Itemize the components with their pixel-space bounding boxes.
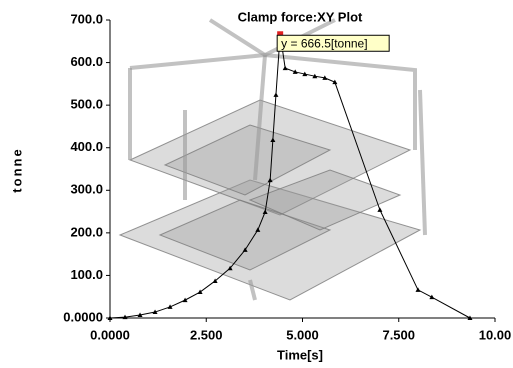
- y-tick-label: 100.0: [70, 267, 103, 282]
- data-marker: [183, 298, 188, 303]
- y-tick-label: 500.0: [70, 97, 103, 112]
- model-image: [120, 20, 425, 300]
- x-axis-label: Time[s]: [277, 347, 323, 362]
- chart-title: Clamp force:XY Plot: [238, 9, 363, 24]
- model-rod: [420, 90, 425, 235]
- data-marker: [273, 92, 278, 97]
- x-tick-label: 5.000: [286, 327, 319, 342]
- y-tick-label: 0.0000: [63, 309, 103, 324]
- x-tick-label: 0.0000: [90, 327, 130, 342]
- data-marker: [377, 207, 382, 212]
- y-tick-label: 600.0: [70, 54, 103, 69]
- x-tick-label: 2.500: [190, 327, 223, 342]
- x-tick-label: 7.500: [382, 327, 415, 342]
- y-tick-label: 300.0: [70, 182, 103, 197]
- page: {"chart_data": {"type": "line", "title":…: [0, 0, 513, 368]
- tooltip-text: y = 666.5[tonne]: [281, 36, 367, 50]
- x-tick-label: 10.00: [479, 327, 512, 342]
- data-marker: [283, 66, 288, 71]
- chart: Clamp force:XY Plot Time[s] tonne 0.0000…: [0, 0, 513, 368]
- y-tick-label: 400.0: [70, 139, 103, 154]
- y-tick-label: 700.0: [70, 11, 103, 26]
- data-marker: [429, 295, 434, 300]
- y-axis-label: tonne: [9, 147, 24, 192]
- y-tick-label: 200.0: [70, 224, 103, 239]
- data-marker: [416, 287, 421, 292]
